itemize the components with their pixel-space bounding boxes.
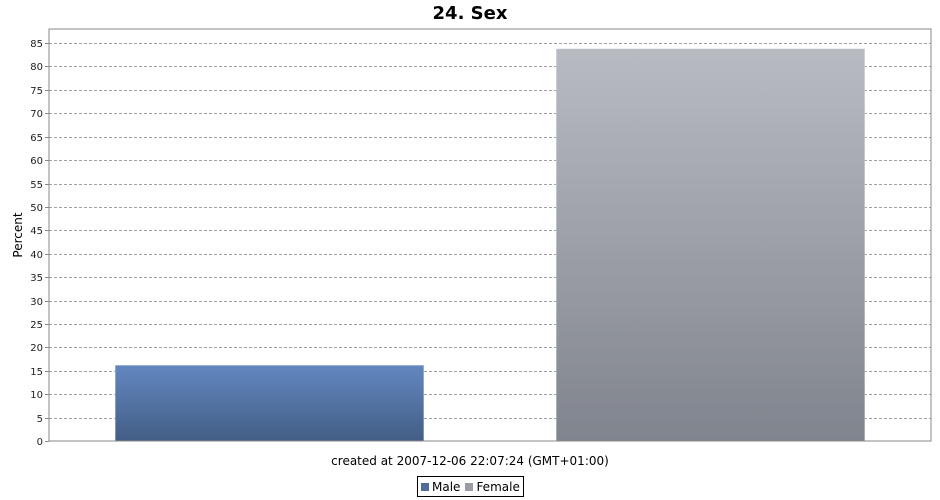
y-tick-label: 15 — [30, 367, 43, 378]
y-tick-label: 35 — [30, 273, 43, 284]
bar-chart: 0 5 10 15 20 25 30 35 40 45 50 55 60 65 70 75 80 85 Perce… — [11, 28, 932, 448]
y-tick-label: 65 — [30, 133, 43, 144]
y-tick-label: 30 — [30, 297, 43, 308]
y-tick-label: 60 — [30, 156, 43, 167]
bar-female — [555, 48, 866, 442]
y-axis-label: Percent — [11, 212, 25, 257]
y-tick-label: 20 — [30, 343, 43, 354]
plot-area — [48, 28, 932, 442]
created-at-caption: created at 2007-12-06 22:07:24 (GMT+01:0… — [331, 454, 609, 468]
legend-label: Male — [432, 479, 461, 494]
legend-item-male: Male — [421, 480, 460, 494]
legend-swatch — [421, 482, 429, 491]
y-tick-label: 55 — [30, 180, 43, 191]
y-tick-label: 80 — [30, 62, 43, 73]
y-tick-label: 40 — [30, 250, 43, 261]
y-tick-label: 10 — [30, 390, 43, 401]
legend-swatch — [465, 482, 474, 491]
y-tick-label: 25 — [30, 320, 43, 331]
y-tick-label: 85 — [30, 39, 43, 50]
legend-label: Female — [476, 479, 520, 494]
y-tick-label: 45 — [30, 226, 43, 237]
bar-male — [114, 364, 425, 442]
y-tick-label: 70 — [30, 109, 43, 120]
y-tick-label: 5 — [37, 414, 43, 425]
legend: Male Female — [417, 476, 524, 497]
legend-item-female: Female — [465, 479, 520, 494]
bars — [114, 48, 866, 442]
y-tick-label: 50 — [30, 203, 43, 214]
y-tick-label: 0 — [37, 437, 43, 448]
y-tick-label: 75 — [30, 86, 43, 97]
y-axis: 0 5 10 15 20 25 30 35 40 45 50 55 60 65 70 75 80 85 — [30, 39, 49, 448]
chart-title: 24. Sex — [432, 3, 508, 24]
